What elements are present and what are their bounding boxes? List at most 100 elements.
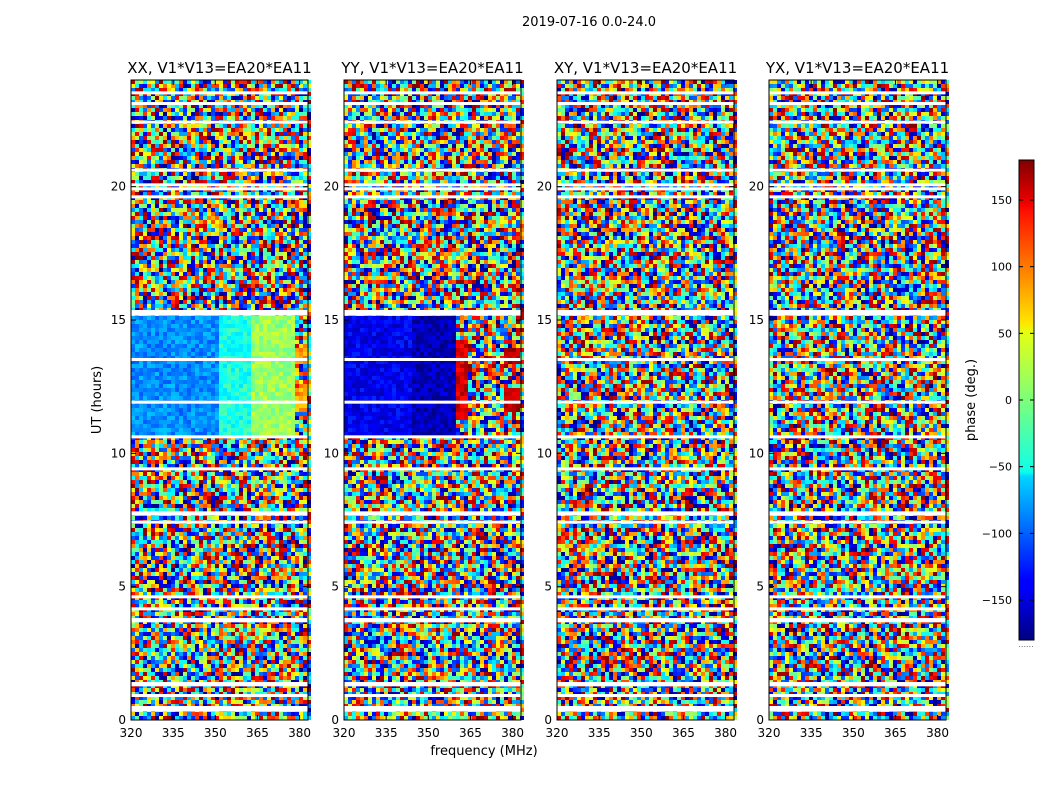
phase-cell (303, 200, 307, 204)
phase-cell (283, 340, 287, 344)
phase-cell (131, 264, 135, 268)
phase-cell (131, 380, 135, 384)
phase-cell (183, 316, 187, 320)
phase-cell (223, 500, 227, 504)
phase-cell (307, 316, 311, 320)
phase-cell (303, 464, 307, 468)
phase-cell (131, 352, 135, 356)
phase-cell (231, 180, 235, 184)
phase-cell (251, 472, 255, 476)
phase-cell (243, 152, 247, 156)
phase-cell (287, 256, 291, 260)
phase-cell (263, 472, 267, 476)
phase-cell (131, 176, 135, 180)
phase-cell (191, 268, 195, 272)
phase-cell (271, 276, 275, 280)
phase-cell (219, 352, 223, 356)
phase-cell (179, 152, 183, 156)
phase-cell (183, 464, 187, 468)
phase-cell (267, 124, 271, 128)
phase-cell (143, 88, 147, 92)
phase-cell (307, 124, 311, 128)
phase-cell (299, 216, 303, 220)
phase-cell (151, 420, 155, 424)
phase-cell (215, 448, 219, 452)
phase-cell (263, 288, 267, 292)
phase-cell (255, 496, 259, 500)
phase-cell (247, 268, 251, 272)
phase-cell (203, 508, 207, 512)
phase-cell (247, 96, 251, 100)
phase-cell (179, 500, 183, 504)
phase-cell (231, 328, 235, 332)
phase-cell (299, 236, 303, 240)
phase-cell (295, 420, 299, 424)
phase-cell (179, 172, 183, 176)
phase-cell (279, 288, 283, 292)
phase-cell (151, 452, 155, 456)
phase-cell (167, 332, 171, 336)
phase-cell (187, 212, 191, 216)
phase-cell (275, 240, 279, 244)
phase-cell (167, 208, 171, 212)
phase-cell (235, 300, 239, 304)
phase-cell (219, 228, 223, 232)
phase-cell (303, 420, 307, 424)
phase-cell (231, 340, 235, 344)
phase-cell (211, 244, 215, 248)
phase-cell (267, 296, 271, 300)
phase-cell (203, 388, 207, 392)
phase-cell (219, 452, 223, 456)
phase-cell (139, 488, 143, 492)
phase-cell (159, 320, 163, 324)
phase-cell (147, 288, 151, 292)
phase-cell (231, 484, 235, 488)
phase-cell (159, 164, 163, 168)
phase-cell (287, 424, 291, 428)
phase-cell (207, 252, 211, 256)
phase-cell (191, 124, 195, 128)
phase-cell (199, 264, 203, 268)
phase-cell (187, 248, 191, 252)
phase-cell (239, 204, 243, 208)
phase-cell (215, 84, 219, 88)
phase-cell (287, 488, 291, 492)
phase-cell (191, 176, 195, 180)
phase-cell (231, 352, 235, 356)
phase-cell (299, 164, 303, 168)
phase-cell (183, 392, 187, 396)
phase-cell (303, 364, 307, 368)
phase-cell (255, 232, 259, 236)
phase-cell (163, 164, 167, 168)
phase-cell (211, 288, 215, 292)
phase-cell (183, 396, 187, 400)
phase-cell (203, 372, 207, 376)
phase-cell (303, 348, 307, 352)
phase-cell (139, 332, 143, 336)
phase-cell (183, 424, 187, 428)
phase-cell (131, 376, 135, 380)
phase-cell (135, 304, 139, 308)
phase-cell (303, 344, 307, 348)
phase-cell (167, 140, 171, 144)
phase-cell (307, 488, 311, 492)
phase-cell (191, 200, 195, 204)
phase-cell (199, 428, 203, 432)
phase-cell (187, 440, 191, 444)
phase-cell (307, 468, 311, 472)
phase-cell (163, 208, 167, 212)
phase-cell (219, 416, 223, 420)
phase-cell (231, 372, 235, 376)
phase-cell (263, 372, 267, 376)
phase-cell (267, 104, 271, 108)
phase-cell (307, 504, 311, 508)
phase-cell (259, 96, 263, 100)
phase-cell (247, 488, 251, 492)
phase-cell (195, 300, 199, 304)
phase-cell (259, 444, 263, 448)
phase-cell (255, 432, 259, 436)
phase-cell (235, 440, 239, 444)
phase-cell (235, 372, 239, 376)
phase-cell (207, 208, 211, 212)
phase-cell (283, 104, 287, 108)
